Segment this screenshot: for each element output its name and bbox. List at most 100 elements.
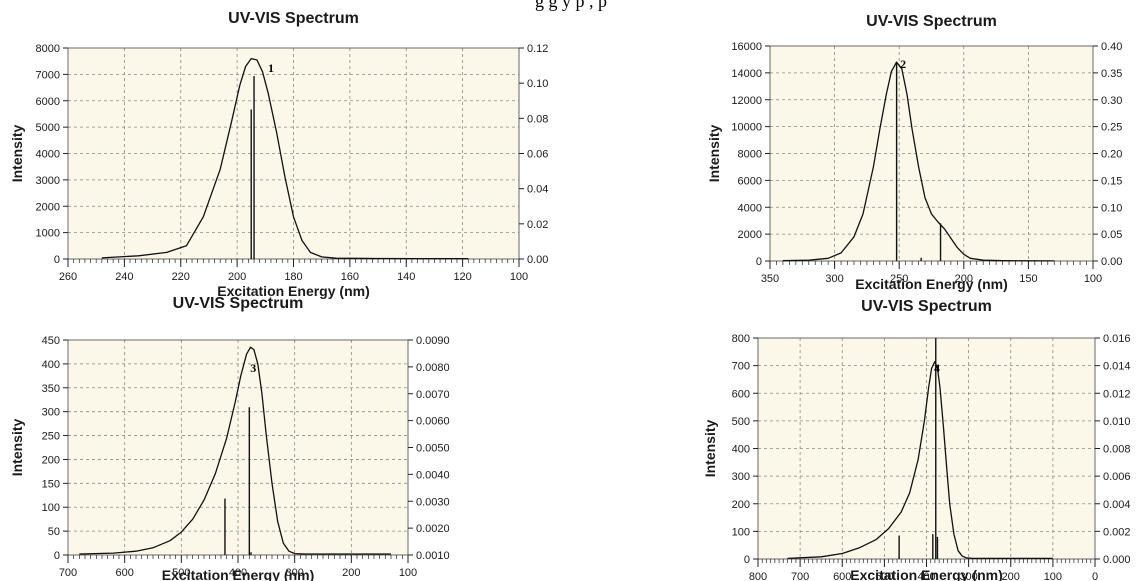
y2-tick-label: 0.016	[1103, 333, 1131, 345]
y-tick-label: 0	[54, 254, 60, 266]
chart-2: UV-VIS Spectrum 0 2000 4000 6000 8000 10000 120…	[706, 13, 1122, 292]
y-tick-label: 150	[42, 478, 60, 490]
y-tick-label: 6000	[36, 96, 60, 108]
x-tick-label: 0	[1092, 571, 1098, 581]
y-tick-label: 0	[54, 550, 60, 562]
y2-tick-label: 0.014	[1103, 361, 1131, 373]
x-tick-label: 100	[1044, 571, 1062, 581]
y-tick-label: 10000	[731, 122, 762, 134]
y2-tick-label: 0.0040	[416, 469, 450, 481]
x-tick-label: 120	[453, 271, 471, 283]
y-tick-label: 600	[732, 388, 750, 400]
x-tick-label: 350	[761, 273, 779, 285]
x-tick-label: 600	[833, 571, 851, 581]
x-tick-label: 300	[825, 273, 843, 285]
x-tick-label: 700	[59, 567, 77, 579]
x-tick-label: 300	[959, 571, 977, 581]
y2-tick-label: 0.0080	[416, 362, 450, 374]
x-tick-label: 250	[890, 273, 908, 285]
y-tick-label: 50	[48, 526, 60, 538]
y2-tick-label: 0.15	[1101, 175, 1122, 187]
y-tick-label: 200	[732, 499, 750, 511]
y2-tick-label: 0.30	[1101, 95, 1122, 107]
x-tick-label: 400	[229, 567, 247, 579]
chart-4: UV-VIS Spectrum 0 100 200 300 400 500 600 700 800…	[702, 298, 1131, 581]
y-tick-label: 500	[732, 416, 750, 428]
x-tick-label: 200	[955, 273, 973, 285]
x-tick-label: 160	[341, 271, 359, 283]
y-tick-label: 100	[42, 502, 60, 514]
x-tick-label: 240	[115, 271, 133, 283]
x-tick-label: 260	[59, 271, 77, 283]
x-tick-label: 150	[1019, 273, 1037, 285]
y-axis-label: Intensity	[9, 419, 25, 477]
y2-tick-label: 0.25	[1101, 122, 1122, 134]
x-axis-label: Excitation Energy (nm)	[850, 567, 1002, 581]
chart-title: UV-VIS Spectrum	[173, 295, 304, 312]
y2-tick-label: 0.0090	[416, 335, 450, 347]
y-tick-label: 6000	[738, 175, 762, 187]
y-tick-label: 450	[42, 335, 60, 347]
spectrum-curve	[101, 57, 469, 260]
y2-tick-label: 0.02	[527, 219, 548, 231]
y-tick-label: 4000	[36, 149, 60, 161]
y2-tick-label: 0.10	[1101, 202, 1122, 214]
x-tick-label: 220	[172, 271, 190, 283]
y-tick-label: 0	[744, 554, 750, 566]
x-tick-label: 800	[749, 571, 767, 581]
y-tick-label: 100	[732, 526, 750, 538]
x-axis-label: Excitation Energy (nm)	[162, 567, 314, 581]
spectrum-curve	[787, 360, 1053, 560]
chart-title: UV-VIS Spectrum	[866, 13, 997, 30]
y-tick-label: 5000	[36, 122, 60, 134]
x-tick-label: 400	[917, 571, 935, 581]
y2-tick-label: 0.00	[527, 254, 548, 266]
y2-tick-label: 0.04	[527, 184, 548, 196]
y2-tick-label: 0.0050	[416, 443, 450, 455]
y-tick-label: 8000	[36, 43, 60, 55]
spectrum-annotation: 1	[268, 61, 274, 75]
y2-tick-label: 0.35	[1101, 68, 1122, 80]
y-axis-label: Intensity	[706, 125, 722, 183]
y-tick-label: 700	[732, 361, 750, 373]
chart-3: UV-VIS Spectrum 0 50 100 150 200 250 300 350 400 4…	[9, 295, 450, 581]
x-tick-label: 300	[285, 567, 303, 579]
x-tick-label: 700	[791, 571, 809, 581]
y-tick-label: 4000	[738, 202, 762, 214]
chart-1: UV-VIS Spectrum 0 1000 2000 3000 4000 5000 6000…	[9, 10, 548, 299]
y2-tick-label: 0.004	[1103, 499, 1131, 511]
y-tick-label: 400	[42, 359, 60, 371]
chart-title: UV-VIS Spectrum	[228, 10, 359, 27]
y2-tick-label: 0.0030	[416, 496, 450, 508]
y-tick-label: 300	[42, 407, 60, 419]
plot-background	[770, 46, 1093, 261]
y-tick-label: 300	[732, 471, 750, 483]
y2-tick-label: 0.006	[1103, 471, 1131, 483]
y2-tick-label: 0.05	[1101, 229, 1122, 241]
y-tick-label: 2000	[36, 201, 60, 213]
y2-tick-label: 0.002	[1103, 526, 1131, 538]
y-tick-label: 3000	[36, 175, 60, 187]
x-tick-label: 180	[284, 271, 302, 283]
y-axis-label: Intensity	[702, 420, 718, 478]
y2-tick-label: 0.00	[1101, 256, 1122, 268]
y2-tick-label: 0.12	[527, 43, 548, 55]
y-tick-label: 12000	[731, 95, 762, 107]
y-tick-label: 7000	[36, 69, 60, 81]
y2-tick-label: 0.000	[1103, 554, 1131, 566]
y2-tick-label: 0.40	[1101, 41, 1122, 53]
top-caption-fragment: g g y p , p	[535, 0, 607, 11]
x-tick-label: 200	[228, 271, 246, 283]
y-tick-label: 2000	[738, 229, 762, 241]
x-tick-label: 100	[1084, 273, 1102, 285]
y2-tick-label: 0.010	[1103, 416, 1131, 428]
x-tick-label: 500	[172, 567, 190, 579]
x-tick-label: 600	[115, 567, 133, 579]
x-axis-label: Excitation Energy (nm)	[217, 283, 369, 299]
spectrum-annotation: 3	[250, 361, 256, 375]
y-tick-label: 14000	[731, 68, 762, 80]
y-tick-label: 200	[42, 454, 60, 466]
y2-tick-label: 0.008	[1103, 444, 1131, 456]
y2-tick-label: 0.0010	[416, 550, 450, 562]
spectrum-curve	[79, 346, 391, 555]
